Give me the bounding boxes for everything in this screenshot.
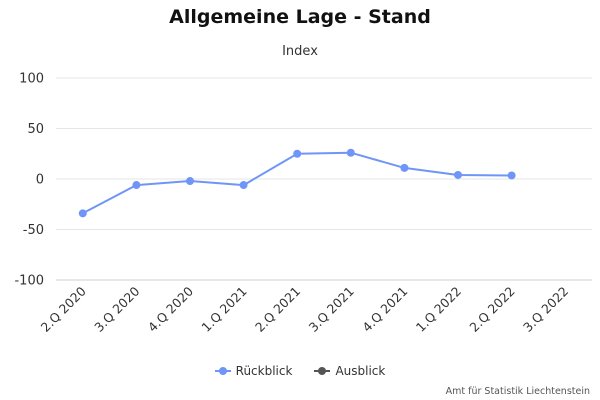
legend-item-rueckblick[interactable]: Rückblick <box>214 364 293 378</box>
y-tick-label: -50 <box>23 223 44 238</box>
x-tick-label: 4.Q 2021 <box>359 284 410 335</box>
data-point-rueckblick <box>507 171 516 180</box>
y-tick-label: 50 <box>27 122 44 137</box>
legend-label-ausblick: Ausblick <box>335 364 386 378</box>
x-tick-label: 3.Q 2022 <box>520 284 571 335</box>
legend-label-rueckblick: Rückblick <box>235 364 293 378</box>
x-tick-label: 4.Q 2020 <box>145 283 196 334</box>
x-tick-label: 1.Q 2022 <box>413 284 464 335</box>
data-point-rueckblick <box>132 181 141 190</box>
data-point-rueckblick <box>454 170 462 179</box>
x-tick-label: 3.Q 2020 <box>91 283 142 334</box>
y-tick-label: -100 <box>14 274 44 289</box>
legend-swatch-rueckblick <box>214 366 231 376</box>
source-credit: Amt für Statistik Liechtenstein <box>445 386 590 397</box>
x-tick-label: 3.Q 2021 <box>306 284 357 335</box>
data-point-rueckblick <box>400 163 409 172</box>
legend-item-ausblick[interactable]: Ausblick <box>314 364 385 378</box>
x-tick-label: 2.Q 2022 <box>466 284 517 335</box>
chart-legend: Rückblick Ausblick <box>0 364 600 378</box>
legend-swatch-ausblick <box>314 366 331 376</box>
x-tick-label: 2.Q 2020 <box>38 283 89 334</box>
data-point-rueckblick <box>78 209 87 218</box>
data-point-rueckblick <box>186 177 194 186</box>
y-tick-label: 0 <box>36 173 44 188</box>
chart-title: Allgemeine Lage - Stand <box>169 6 431 28</box>
x-tick-label: 2.Q 2021 <box>252 284 303 335</box>
data-point-rueckblick <box>293 149 302 158</box>
chart-subtitle: Index <box>282 44 318 59</box>
x-tick-label: 1.Q 2021 <box>198 284 249 335</box>
y-tick-label: 100 <box>19 72 44 87</box>
data-point-rueckblick <box>239 181 248 190</box>
series-line-rueckblick <box>82 151 512 215</box>
data-point-rueckblick <box>346 148 355 157</box>
